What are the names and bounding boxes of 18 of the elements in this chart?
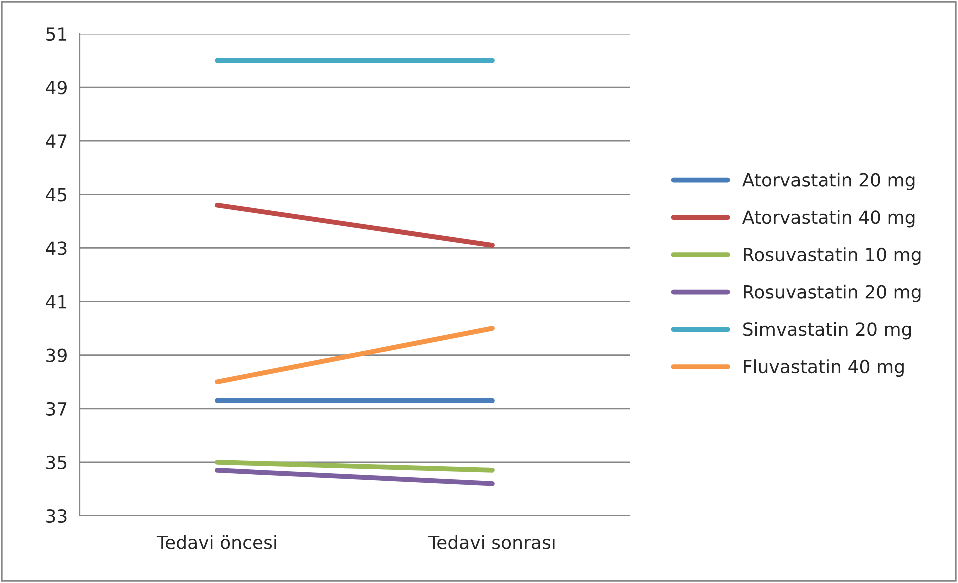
y-tick-label: 37 [46, 402, 67, 416]
legend-label: Simvastatin 20 mg [744, 322, 912, 340]
x-tick-label: Tedavi sonrası [428, 535, 555, 550]
legend-label: Atorvastatin 20 mg [742, 172, 915, 190]
y-tick-label: 35 [46, 456, 67, 470]
y-tick-label: 39 [46, 348, 67, 362]
legend-label: Rosuvastatin 10 mg [744, 248, 921, 266]
y-tick-label: 33 [46, 509, 67, 524]
y-tick-label: 51 [46, 28, 67, 42]
x-tick-label: Tedavi öncesi [156, 535, 276, 550]
y-tick-label: 43 [46, 242, 67, 256]
legend-label: Fluvastatin 40 mg [744, 360, 904, 378]
legend-label: Atorvastatin 40 mg [742, 210, 915, 228]
y-tick-label: 45 [46, 188, 67, 202]
y-tick-label: 49 [46, 81, 67, 95]
y-tick-label: 47 [46, 134, 67, 148]
legend-label: Rosuvastatin 20 mg [744, 284, 921, 302]
y-tick-label: 41 [46, 295, 67, 309]
